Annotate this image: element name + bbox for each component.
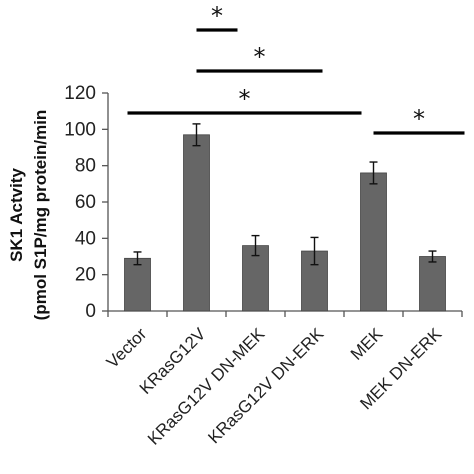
bar (242, 245, 269, 312)
bar (124, 257, 151, 312)
error-bar (192, 123, 201, 147)
significance-bracket: * (373, 105, 465, 135)
significance-bracket: * (196, 2, 238, 32)
significance-star: * (211, 2, 223, 30)
category-label: KRasG12V DN-ERK (204, 324, 327, 447)
significance-star: * (239, 85, 251, 113)
significance-bracket: * (196, 43, 323, 73)
bar (419, 256, 446, 312)
significance-star: * (413, 105, 425, 133)
category-label: KRasG12V DN-MEK (144, 324, 269, 449)
y-tick-label: 0 (85, 301, 96, 322)
y-tick-label: 20 (75, 265, 96, 286)
y-axis-label: SK1 Actvity (pmol S1P/mg protein/min (7, 110, 50, 321)
error-bar (133, 251, 142, 266)
y-axis-label-line2: (pmol S1P/mg protein/min (31, 110, 50, 321)
y-axis: 0 20 40 60 80 100 120 (64, 83, 109, 322)
error-bar (251, 234, 260, 257)
error-bar (310, 236, 319, 266)
y-axis-label-line1: SK1 Actvity (7, 168, 26, 262)
y-tick-label: 120 (64, 83, 96, 104)
category-label: Vector (103, 324, 151, 372)
bar (360, 172, 387, 312)
y-tick-label: 80 (75, 156, 96, 177)
y-tick-label: 60 (75, 192, 96, 213)
y-tick-label: 100 (64, 119, 96, 140)
significance-bracket: * (127, 85, 362, 115)
significance-brackets: **** (127, 2, 465, 135)
error-bar (428, 250, 437, 263)
error-bar (369, 161, 378, 185)
error-bars (133, 123, 437, 266)
bars (124, 134, 446, 312)
significance-star: * (254, 43, 266, 71)
y-tick-label: 40 (75, 228, 96, 249)
category-label: MEK (347, 324, 387, 364)
bar (183, 134, 210, 312)
x-axis (107, 310, 463, 317)
